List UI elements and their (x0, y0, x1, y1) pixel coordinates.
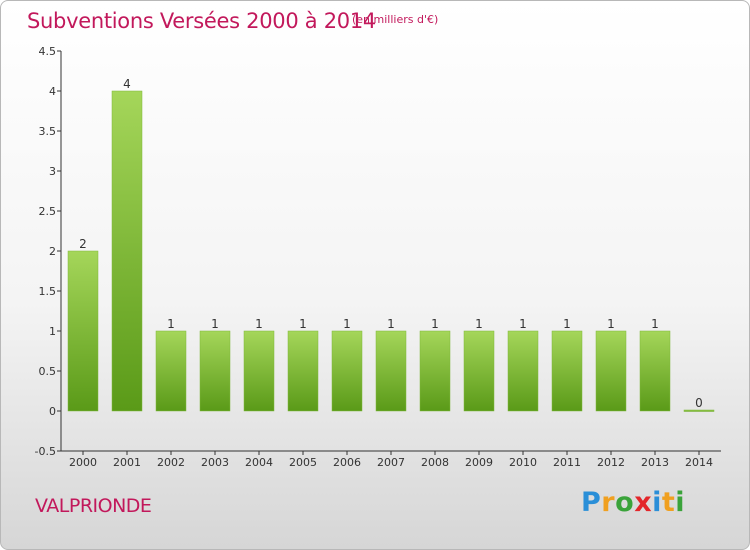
y-tick-label: 3 (49, 165, 56, 178)
value-label-2009: 1 (475, 317, 483, 331)
place-name: VALPRIONDE (35, 495, 152, 517)
value-label-2013: 1 (651, 317, 659, 331)
y-tick-label: 2.5 (39, 205, 57, 218)
x-tick-label-2002: 2002 (157, 456, 185, 469)
value-label-2011: 1 (563, 317, 571, 331)
x-tick-label-2010: 2010 (509, 456, 537, 469)
y-tick-label: 1 (49, 325, 56, 338)
bar-2003 (199, 330, 231, 412)
bar-2009 (463, 330, 495, 412)
bar-2006 (331, 330, 363, 412)
bar-2004 (243, 330, 275, 412)
y-tick-label: -0.5 (35, 445, 56, 458)
x-tick-label-2008: 2008 (421, 456, 449, 469)
value-label-2001: 4 (123, 77, 131, 91)
y-tick-label: 3.5 (39, 125, 57, 138)
x-tick-label-2013: 2013 (641, 456, 669, 469)
x-tick-label-2006: 2006 (333, 456, 361, 469)
y-tick-label: 0.5 (39, 365, 57, 378)
value-label-2008: 1 (431, 317, 439, 331)
value-label-2004: 1 (255, 317, 263, 331)
x-tick-label-2004: 2004 (245, 456, 273, 469)
x-tick-label-2007: 2007 (377, 456, 405, 469)
y-tick-label: 4 (49, 85, 56, 98)
value-label-2014: 0 (695, 396, 703, 410)
bar-2005 (287, 330, 319, 412)
value-label-2002: 1 (167, 317, 175, 331)
chart-unit: (en milliers d'€) (352, 13, 439, 26)
x-tick-label-2009: 2009 (465, 456, 493, 469)
bar-2008 (419, 330, 451, 412)
value-label-2010: 1 (519, 317, 527, 331)
x-tick-label-2005: 2005 (289, 456, 317, 469)
y-tick-label: 2 (49, 245, 56, 258)
bar-2007 (375, 330, 407, 412)
bar-2011 (551, 330, 583, 412)
bar-2010 (507, 330, 539, 412)
value-label-2003: 1 (211, 317, 219, 331)
bar-2013 (639, 330, 671, 412)
chart-title: Subventions Versées 2000 à 2014 (27, 9, 376, 33)
bar-2002 (155, 330, 187, 412)
bar-2012 (595, 330, 627, 412)
x-tick-label-2014: 2014 (685, 456, 713, 469)
x-tick-label-2001: 2001 (113, 456, 141, 469)
value-label-2000: 2 (79, 237, 87, 251)
x-tick-label-2003: 2003 (201, 456, 229, 469)
y-tick-label: 0 (49, 405, 56, 418)
value-label-2007: 1 (387, 317, 395, 331)
bar-2001 (111, 90, 143, 412)
value-label-2006: 1 (343, 317, 351, 331)
y-tick-label: 4.5 (39, 45, 57, 58)
bar-2000 (67, 250, 99, 412)
bar-2014 (683, 409, 715, 412)
value-label-2012: 1 (607, 317, 615, 331)
proxiti-logo[interactable]: Proxiti (581, 487, 686, 518)
value-label-2005: 1 (299, 317, 307, 331)
x-tick-label-2000: 2000 (69, 456, 97, 469)
y-tick-label: 1.5 (39, 285, 57, 298)
x-tick-label-2011: 2011 (553, 456, 581, 469)
x-tick-label-2012: 2012 (597, 456, 625, 469)
